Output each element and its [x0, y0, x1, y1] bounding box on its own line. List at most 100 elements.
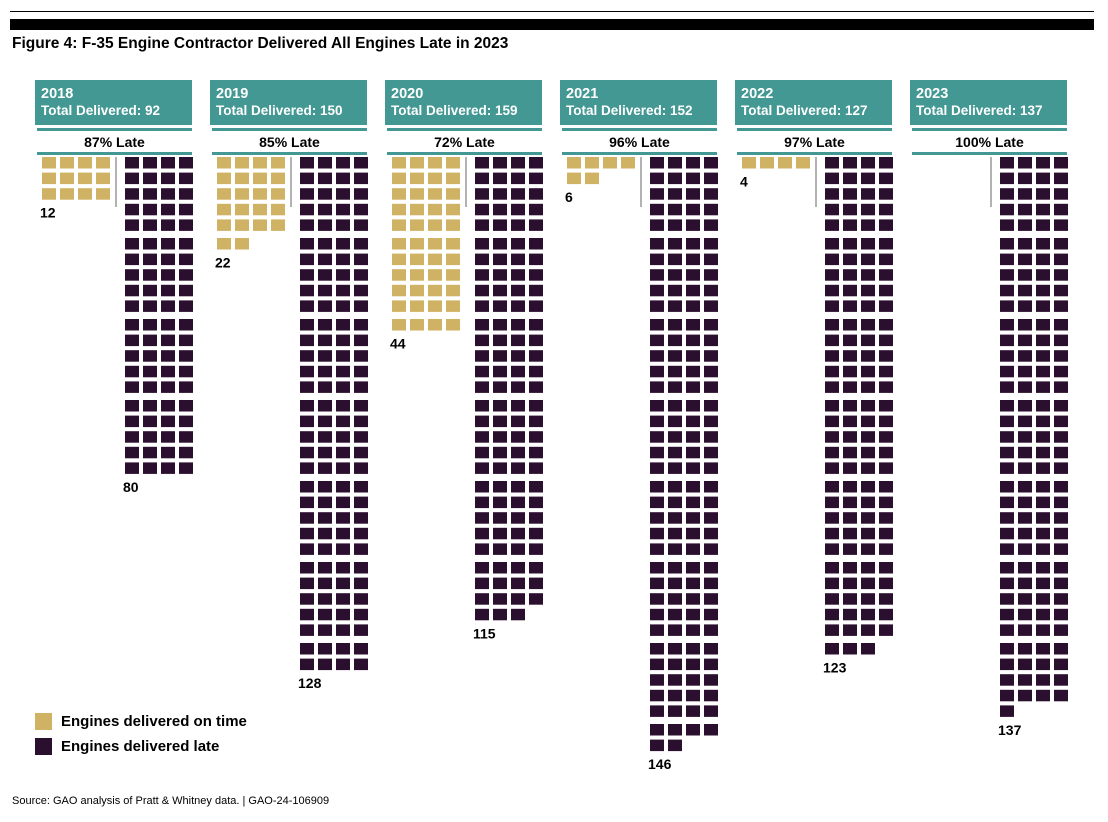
late-cell: [668, 624, 682, 636]
year-label-2022: 2022: [741, 86, 773, 102]
late-cell: [179, 381, 193, 393]
late-cell: [161, 462, 175, 474]
late-cell: [125, 284, 139, 297]
late-cell: [668, 253, 682, 266]
late-cell: [354, 319, 368, 331]
late-cell: [493, 543, 507, 555]
late-cell: [493, 527, 507, 540]
late-cell: [475, 481, 489, 493]
late-cell: [1018, 496, 1032, 509]
late-cell: [704, 219, 718, 231]
late-rule-bottom-2022: [737, 152, 892, 155]
late-cell: [475, 608, 489, 621]
late-cell: [686, 381, 700, 393]
late-cell: [511, 365, 525, 378]
late-cell: [179, 415, 193, 428]
late-cell: [1054, 400, 1068, 412]
late-cell: [318, 319, 332, 331]
late-cell: [650, 724, 664, 736]
late-cell: [668, 674, 682, 686]
late-cell: [161, 365, 175, 378]
late-cell: [668, 562, 682, 574]
late-cell: [686, 658, 700, 671]
on-time-cell: [778, 157, 792, 169]
late-cell: [493, 415, 507, 428]
late-cell: [336, 562, 350, 574]
late-cell: [161, 188, 175, 200]
late-cell: [879, 481, 893, 493]
on-time-cell: [621, 157, 635, 169]
late-cell: [529, 543, 543, 555]
late-cell: [1036, 462, 1050, 474]
late-cell: [650, 334, 664, 347]
late-cell: [1018, 689, 1032, 702]
late-cell: [668, 527, 682, 540]
late-cell: [650, 269, 664, 281]
late-cell: [318, 462, 332, 474]
late-cell: [125, 334, 139, 347]
late-cell: [843, 219, 857, 231]
late-cell: [650, 496, 664, 509]
late-cell: [493, 284, 507, 297]
on-time-cell: [410, 238, 424, 250]
on-time-cell: [796, 157, 810, 169]
on-time-cell: [217, 238, 231, 250]
on-time-cell: [742, 157, 756, 169]
late-cell: [354, 157, 368, 169]
late-pct-2019: 85% Late: [259, 134, 320, 150]
late-cell: [336, 462, 350, 474]
late-cell: [475, 203, 489, 216]
late-cell: [843, 300, 857, 312]
late-cell: [318, 334, 332, 347]
late-cell: [336, 157, 350, 169]
on-time-cell: [428, 238, 442, 250]
late-cell: [125, 446, 139, 459]
late-cell: [879, 462, 893, 474]
late-cell: [650, 400, 664, 412]
late-cell: [475, 319, 489, 331]
on-time-cell: [60, 172, 74, 185]
late-cell: [475, 157, 489, 169]
late-cell: [668, 658, 682, 671]
on-time-cell: [235, 172, 249, 185]
late-cell: [475, 400, 489, 412]
late-cell: [318, 643, 332, 655]
late-cell: [336, 415, 350, 428]
late-cell: [493, 300, 507, 312]
late-cell: [300, 481, 314, 493]
late-cell: [1018, 350, 1032, 362]
late-cell: [686, 512, 700, 524]
late-cell: [825, 562, 839, 574]
late-cell: [668, 689, 682, 702]
on-time-cell: [428, 319, 442, 331]
late-cell: [300, 512, 314, 524]
late-cell: [529, 577, 543, 590]
late-cell: [493, 188, 507, 200]
late-cell: [686, 462, 700, 474]
legend-on-time-swatch: [35, 713, 52, 730]
late-cell: [879, 334, 893, 347]
late-cell: [300, 496, 314, 509]
late-cell: [179, 400, 193, 412]
late-cell: [493, 381, 507, 393]
late-cell: [300, 284, 314, 297]
late-cell: [125, 462, 139, 474]
late-cell: [125, 415, 139, 428]
late-cell: [1036, 481, 1050, 493]
late-cell: [179, 462, 193, 474]
late-cell: [704, 400, 718, 412]
late-cell: [354, 577, 368, 590]
late-cell: [650, 172, 664, 185]
late-cell: [879, 172, 893, 185]
late-cell: [511, 269, 525, 281]
late-cell: [318, 431, 332, 443]
late-cell: [511, 512, 525, 524]
late-cell: [300, 400, 314, 412]
late-cell: [650, 608, 664, 621]
late-cell: [300, 608, 314, 621]
late-cell: [1000, 238, 1014, 250]
late-cell: [354, 512, 368, 524]
late-cell: [493, 512, 507, 524]
late-cell: [704, 624, 718, 636]
late-cell: [1036, 643, 1050, 655]
